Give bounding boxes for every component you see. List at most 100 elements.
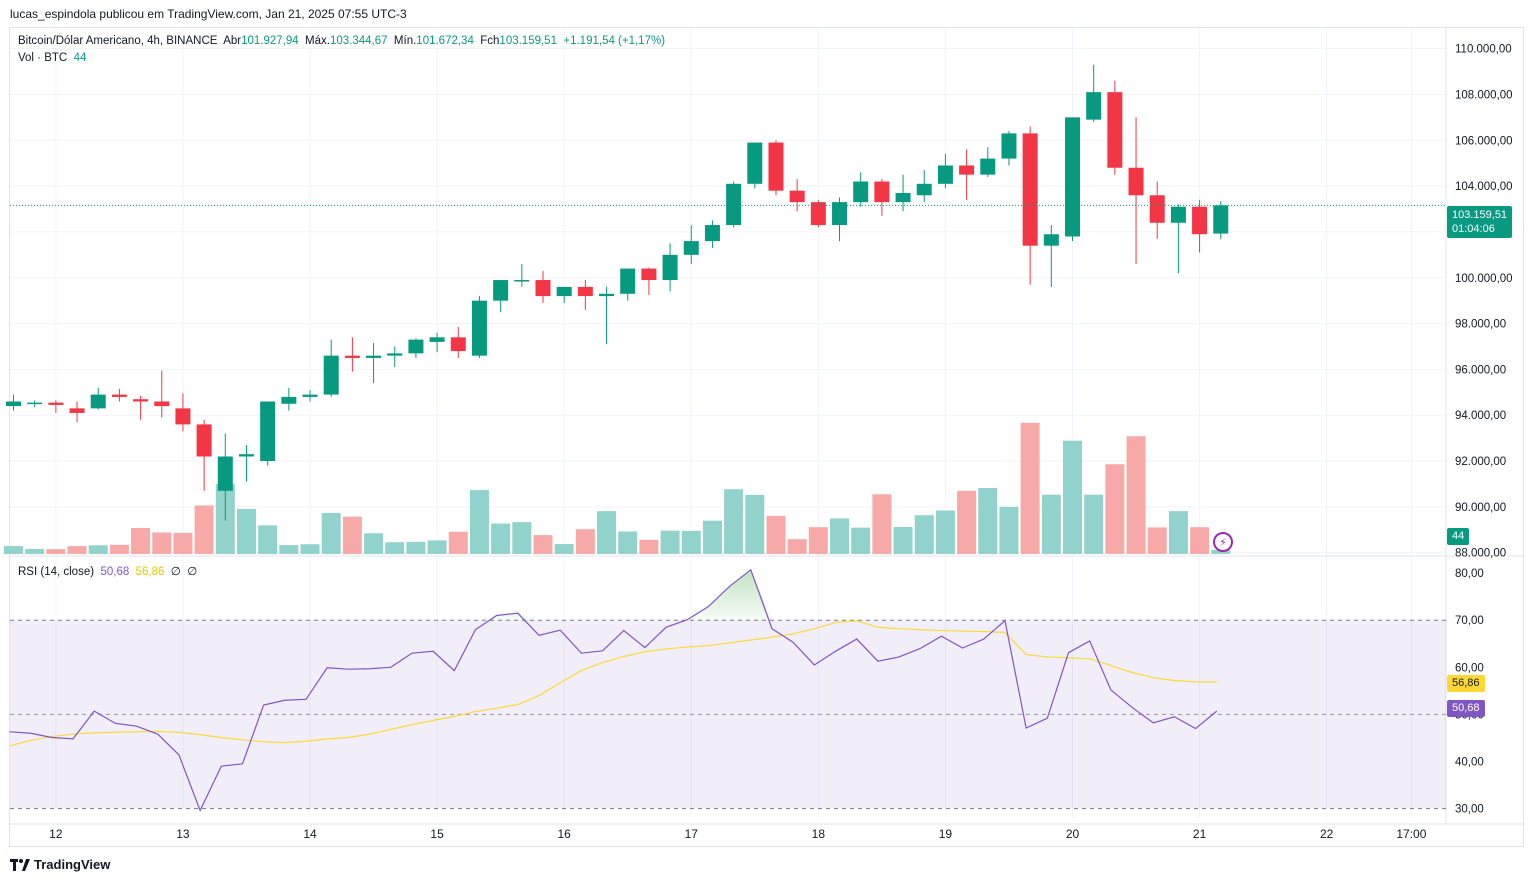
volume-bar — [342, 516, 362, 554]
rsi-tick-label: 70,00 — [1455, 615, 1484, 627]
candle-body — [1149, 195, 1165, 223]
volume-bar — [25, 548, 45, 554]
candle-body — [662, 254, 678, 281]
candle-body — [556, 286, 572, 297]
candle-body — [810, 202, 826, 226]
volume-bar — [575, 529, 595, 554]
volume-label: Vol · BTC — [18, 52, 68, 64]
candle-body — [535, 280, 551, 297]
volume-bar — [46, 549, 66, 554]
chart-frame — [9, 27, 1524, 847]
volume-bar — [173, 532, 193, 554]
rsi-extra-2: ∅ — [187, 566, 198, 578]
volume-bar — [935, 510, 955, 554]
symbol-legend[interactable]: Bitcoin/Dólar Americano, 4h, BINANCE Abr… — [18, 35, 665, 47]
high-label: Máx. — [305, 35, 330, 47]
rsi-tick-label: 30,00 — [1455, 804, 1484, 816]
candle-body — [493, 280, 509, 301]
open-value: 101.927,94 — [241, 35, 299, 47]
volume-bar — [660, 530, 680, 554]
candle-body — [344, 355, 360, 358]
candle-body — [1170, 206, 1186, 223]
time-axis: 12 13 14 15 16 17 18 19 20 21 22 17:00 — [49, 827, 1427, 841]
price-tick-label: 110.000,00 — [1455, 44, 1512, 56]
candle-body — [577, 286, 593, 297]
high-value: 103.344,67 — [329, 35, 388, 47]
candle-body — [238, 454, 254, 457]
candle-body — [429, 337, 445, 342]
volume-bar — [491, 523, 511, 554]
volume-bar — [787, 539, 807, 554]
volume-bar — [851, 527, 871, 554]
volume-bar — [1211, 549, 1231, 554]
open-label: Abr — [223, 35, 242, 47]
volume-bar — [1020, 422, 1040, 554]
candle-body — [599, 293, 615, 297]
price-tick-label: 88.000,00 — [1455, 548, 1506, 560]
candle-body — [323, 355, 339, 395]
candle-body — [514, 280, 530, 282]
time-tick-label: 22 — [1320, 827, 1334, 841]
tradingview-brand[interactable]: TradingView — [10, 857, 110, 872]
candle-body — [175, 408, 191, 425]
lightning-icon[interactable]: ⚡ — [1213, 532, 1233, 552]
rsi-overbought-fill — [475, 569, 772, 621]
candle-body — [154, 401, 170, 407]
last-price-value: 103.159,51 — [1452, 209, 1508, 221]
low-value: 101.672,34 — [416, 35, 474, 47]
candle-body — [1022, 133, 1038, 246]
change-value: +1.191,54 (+1,17%) — [563, 35, 666, 47]
volume-bar — [1190, 527, 1210, 554]
volume-bars — [4, 422, 1231, 554]
rsi-legend[interactable]: RSI (14, close) 50,68 56,86 ∅ ∅ — [18, 564, 197, 578]
volume-value: 44 — [73, 52, 87, 64]
candle-body — [1192, 206, 1208, 235]
volume-bar — [321, 512, 341, 554]
volume-bar — [1168, 511, 1188, 554]
volume-tag: 44 — [1447, 528, 1470, 545]
rsi-line — [9, 568, 1218, 812]
volume-bar — [1041, 494, 1061, 554]
volume-bar — [1147, 527, 1167, 554]
candle-body — [302, 394, 318, 397]
candle-body — [683, 241, 699, 255]
volume-bar — [109, 544, 129, 554]
candlesticks — [6, 64, 1229, 521]
volume-bar — [597, 511, 617, 554]
candle-body — [620, 268, 636, 294]
candle-body — [90, 394, 106, 409]
volume-bar — [1105, 464, 1125, 554]
candle-body — [408, 339, 424, 354]
price-tick-label: 104.000,00 — [1455, 181, 1513, 193]
candle-body — [937, 165, 953, 184]
tradingview-logo-icon — [10, 858, 30, 871]
candle-body — [1086, 92, 1102, 120]
rsi-background-band — [10, 620, 1446, 809]
volume-bar — [279, 545, 299, 554]
candle-body — [217, 456, 233, 491]
candle-body — [133, 399, 149, 402]
candle-body — [916, 183, 932, 196]
volume-bar — [554, 544, 574, 554]
price-tick-label: 92.000,00 — [1455, 456, 1506, 468]
volume-bar — [533, 535, 553, 554]
volume-bar — [893, 526, 913, 554]
volume-bar — [131, 528, 151, 554]
candle-body — [196, 424, 212, 457]
volume-bar — [745, 494, 765, 554]
volume-bar — [88, 545, 108, 554]
volume-bar — [469, 490, 489, 554]
volume-bar — [957, 490, 977, 554]
candle-body — [69, 408, 85, 413]
price-axis: 110.000,00 108.000,00 106.000,00 104.000,00… — [1455, 44, 1513, 560]
volume-bar — [830, 518, 850, 554]
volume-bar — [914, 515, 934, 554]
candle-body — [48, 402, 64, 405]
volume-bar — [766, 515, 786, 554]
volume-bar — [978, 488, 998, 554]
volume-legend[interactable]: Vol · BTC 44 — [18, 52, 86, 64]
volume-bar — [702, 520, 722, 554]
low-label: Mín. — [393, 35, 417, 47]
rsi-tick-label: 80,00 — [1455, 568, 1484, 580]
